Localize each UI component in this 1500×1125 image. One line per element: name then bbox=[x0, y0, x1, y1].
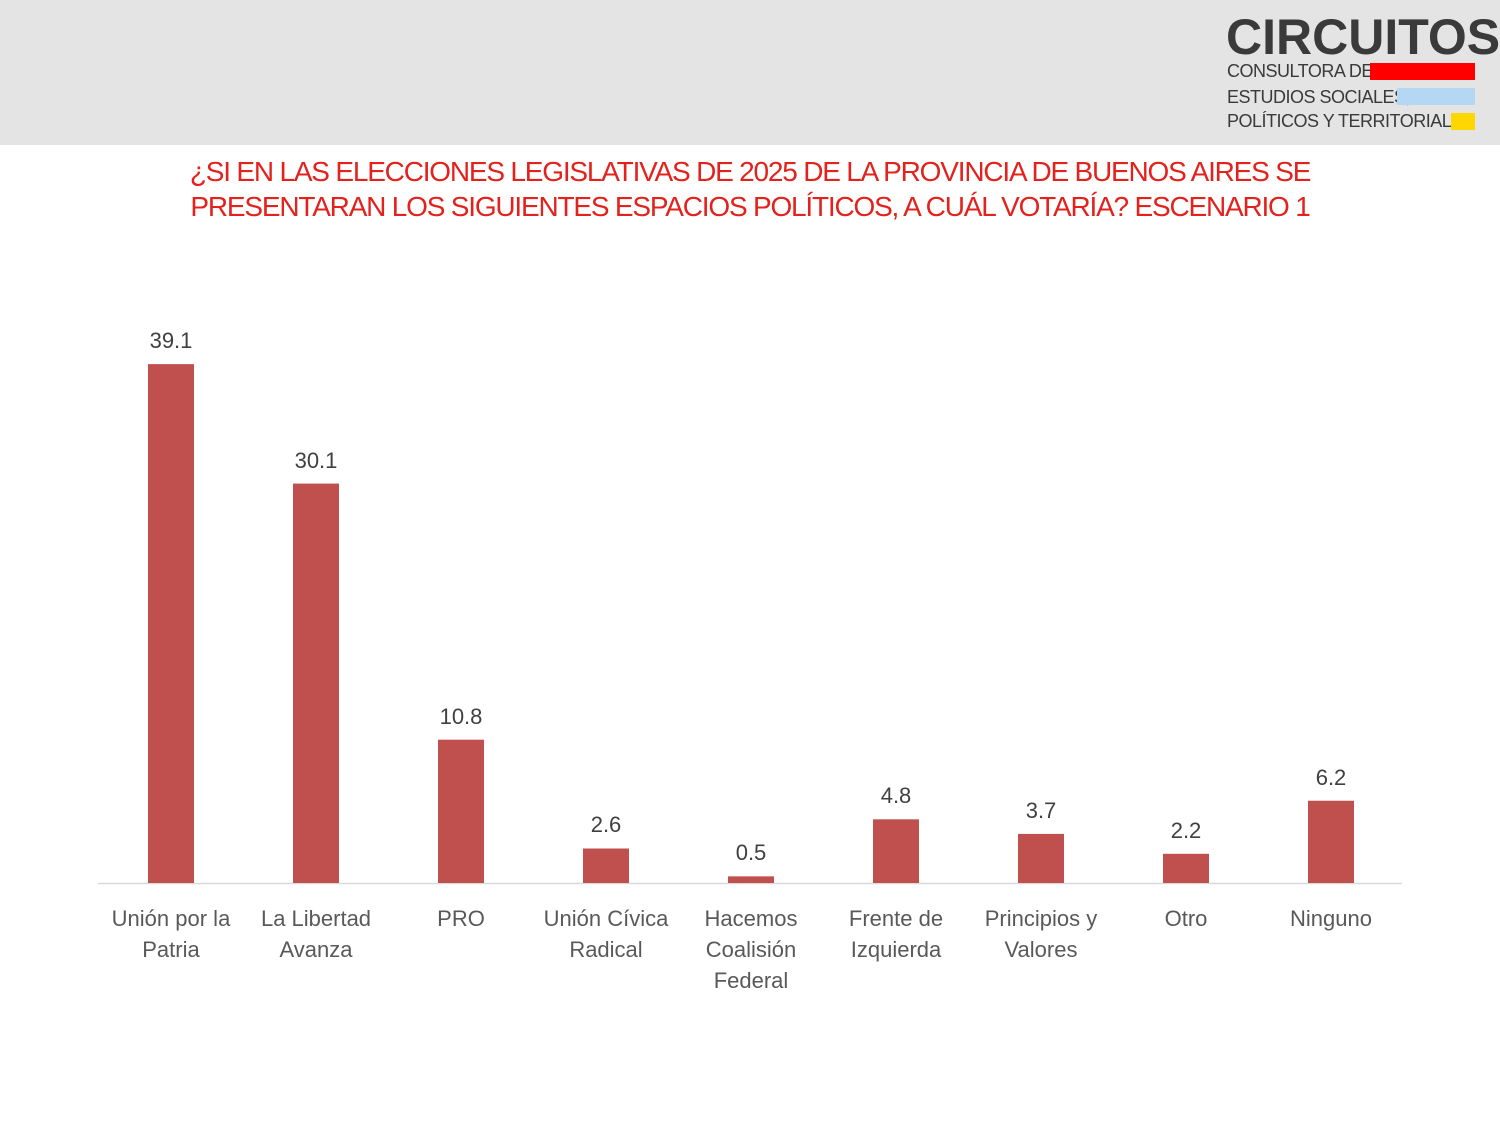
chart-title: ¿SI EN LAS ELECCIONES LEGISLATIVAS DE 20… bbox=[189, 156, 1312, 222]
logo-line: ESTUDIOS SOCIALES, bbox=[1227, 87, 1411, 107]
bar bbox=[148, 364, 194, 883]
data-label: 39.1 bbox=[149, 328, 193, 354]
bar bbox=[438, 739, 484, 883]
data-label: 2.6 bbox=[590, 812, 622, 838]
data-label: 6.2 bbox=[1315, 764, 1347, 790]
logo-stripe bbox=[1397, 88, 1475, 105]
x-tick-label: Hacemos Coalisión Federal bbox=[704, 906, 798, 993]
x-tick-label: La Libertad Avanza bbox=[260, 906, 372, 962]
x-tick-label: Frente de Izquierda bbox=[848, 906, 944, 962]
x-tick-label: Unión Cívica Radical bbox=[543, 906, 669, 962]
x-tick-label: PRO bbox=[437, 906, 485, 931]
x-tick-label: Ninguno bbox=[1290, 906, 1372, 931]
logo-name: CIRCUITOS bbox=[1226, 9, 1500, 65]
bar bbox=[728, 876, 774, 883]
data-label: 0.5 bbox=[735, 840, 767, 866]
data-label: 3.7 bbox=[1025, 797, 1057, 823]
x-tick-label: Principios y Valores bbox=[984, 906, 1098, 962]
bar bbox=[293, 483, 339, 883]
logo-stripe bbox=[1451, 113, 1475, 130]
bar bbox=[1308, 800, 1354, 883]
bar bbox=[873, 819, 919, 883]
header: CIRCUITOS CONSULTORA DE ESTUDIOS SOCIALE… bbox=[0, 0, 1500, 145]
logo-line: POLÍTICOS Y TERRITORIALES bbox=[1227, 111, 1475, 131]
data-label: 4.8 bbox=[880, 783, 912, 809]
bar bbox=[583, 848, 629, 883]
data-label: 10.8 bbox=[439, 703, 483, 729]
bar bbox=[1163, 853, 1209, 883]
logo-line: CONSULTORA DE bbox=[1227, 61, 1373, 81]
bar bbox=[1018, 833, 1064, 883]
data-label: 30.1 bbox=[294, 447, 338, 473]
x-tick-label: Otro bbox=[1164, 906, 1208, 931]
x-tick-label: Unión por la Patria bbox=[111, 906, 231, 962]
logo-stripe bbox=[1370, 63, 1475, 80]
data-label: 2.2 bbox=[1170, 817, 1202, 843]
